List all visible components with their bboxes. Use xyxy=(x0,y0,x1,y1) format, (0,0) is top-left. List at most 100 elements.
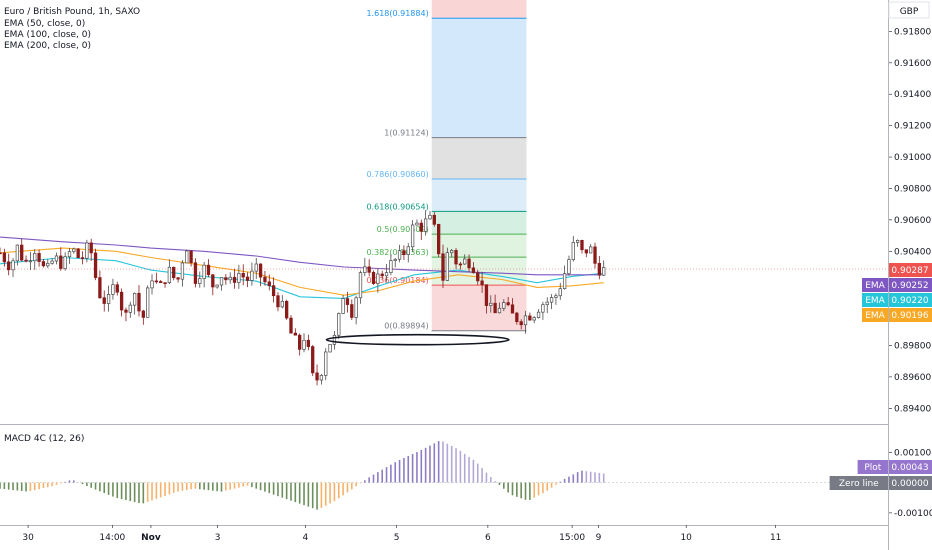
price-axis[interactable]: GBP 0.91800 0.91600 0.91400 0.91200 0.91000 0… xyxy=(862,1,932,414)
candle-body xyxy=(489,302,493,306)
candle-body xyxy=(128,304,132,313)
fib-zone xyxy=(431,137,527,180)
candle-body xyxy=(202,264,206,279)
macd-tag-label-bg xyxy=(857,460,888,474)
candle-body xyxy=(215,284,219,288)
candle-body xyxy=(250,270,254,281)
fib-zone xyxy=(431,0,527,19)
price-tag-label: EMA xyxy=(865,311,885,321)
price-tag-value: 0.90220 xyxy=(891,296,928,306)
candle-body xyxy=(98,277,102,299)
currency-label: GBP xyxy=(900,7,919,17)
fib-zone xyxy=(431,18,527,138)
candle-body xyxy=(450,250,454,254)
candle-body xyxy=(341,298,345,314)
legend-ema-100: EMA (100, close, 0) xyxy=(4,30,91,40)
candle-body xyxy=(502,302,506,309)
price-tick-label: 0.91400 xyxy=(894,90,931,100)
time-tick-label: 14:00 xyxy=(99,533,125,543)
macd-tag-bg xyxy=(889,460,932,474)
candle-body xyxy=(111,284,115,295)
candle-body xyxy=(258,263,263,278)
candle-body xyxy=(571,242,575,260)
candle-body xyxy=(441,253,445,281)
candle-body xyxy=(515,312,519,323)
candle-body xyxy=(367,266,371,273)
candle-body xyxy=(37,253,41,262)
candle-body xyxy=(228,276,232,281)
candle-body xyxy=(89,242,93,254)
fib-zone xyxy=(431,285,527,331)
fib-level-label: 0.236(0.90184) xyxy=(366,276,428,285)
candle-body xyxy=(106,294,111,304)
candle-body xyxy=(458,263,463,266)
candle-body xyxy=(580,239,584,251)
candle-body xyxy=(454,250,458,265)
price-tick-label: 0.91600 xyxy=(894,59,931,69)
candle-body xyxy=(593,246,597,264)
legend-ema-200: EMA (200, close, 0) xyxy=(4,41,91,51)
fib-level-label: 0.5(0.90509) xyxy=(377,225,429,234)
candle-body xyxy=(254,263,258,272)
candle-body xyxy=(324,351,328,376)
price-tick-label: 0.91200 xyxy=(894,122,931,132)
time-tick-label: 11 xyxy=(770,533,781,543)
candle-body xyxy=(363,266,367,273)
candle-body xyxy=(528,315,532,321)
candle-body xyxy=(319,375,324,381)
candle-body xyxy=(280,300,284,308)
candle-body xyxy=(146,287,150,318)
macd-pane[interactable] xyxy=(0,441,888,510)
candle-body xyxy=(28,260,33,263)
macd-tick-label: 0.00100 xyxy=(894,448,931,458)
candle-body xyxy=(428,214,432,220)
candle-body xyxy=(406,246,410,255)
candle-body xyxy=(597,263,602,276)
candle-body xyxy=(562,273,567,290)
time-axis[interactable]: 30 14:00 Nov 3 4 5 6 15:00 9 10 11 xyxy=(22,525,781,543)
candle-body xyxy=(575,239,580,243)
time-tick-label: 30 xyxy=(22,533,34,543)
ema-line xyxy=(0,247,604,296)
price-tag-label: EMA xyxy=(865,296,885,306)
candle-body xyxy=(445,252,449,281)
candle-body xyxy=(476,272,480,282)
time-tick-label: 5 xyxy=(394,533,400,543)
candle-body xyxy=(72,248,76,253)
candle-body xyxy=(371,271,376,284)
candle-body xyxy=(241,273,245,278)
candle-body xyxy=(415,222,419,226)
candle-body xyxy=(154,280,159,283)
candle-body xyxy=(150,280,154,289)
candle-body xyxy=(497,307,502,314)
candle-body xyxy=(510,304,515,314)
candle-body xyxy=(493,302,497,314)
macd-tag-label: Plot xyxy=(864,463,881,473)
candle-body xyxy=(20,244,24,261)
macd-axis[interactable]: 0.00100 -0.00100 Plot 0.00043 Zero line 0.00… xyxy=(829,448,932,519)
price-tick-label: 0.91800 xyxy=(894,27,931,37)
candle-body xyxy=(54,255,59,262)
macd-tag-bg xyxy=(889,476,932,490)
candle-body xyxy=(471,267,476,274)
candle-body xyxy=(193,262,198,284)
fib-level-label: 0.786(0.90860) xyxy=(366,170,428,179)
currency-box[interactable] xyxy=(888,1,930,19)
candle-body xyxy=(345,298,350,305)
candle-body xyxy=(124,309,128,313)
candle-body xyxy=(263,276,267,283)
candle-body xyxy=(519,321,523,326)
fib-level-label: 1.618(0.91884) xyxy=(366,9,428,18)
ema-line xyxy=(0,236,604,276)
price-tick-label: 0.91000 xyxy=(894,153,931,163)
time-tick-label: 9 xyxy=(596,533,602,543)
candle-body xyxy=(397,250,402,260)
candle-body xyxy=(402,250,406,255)
main-pane[interactable]: 1.618(0.91884) 1(0.91124) 0.786(0.90860) 0.… xyxy=(0,0,888,386)
price-tag-label-bg xyxy=(862,293,888,307)
candle-body xyxy=(271,285,276,297)
candle-body xyxy=(67,251,72,258)
candle-body xyxy=(137,292,141,312)
candle-body xyxy=(185,250,189,264)
